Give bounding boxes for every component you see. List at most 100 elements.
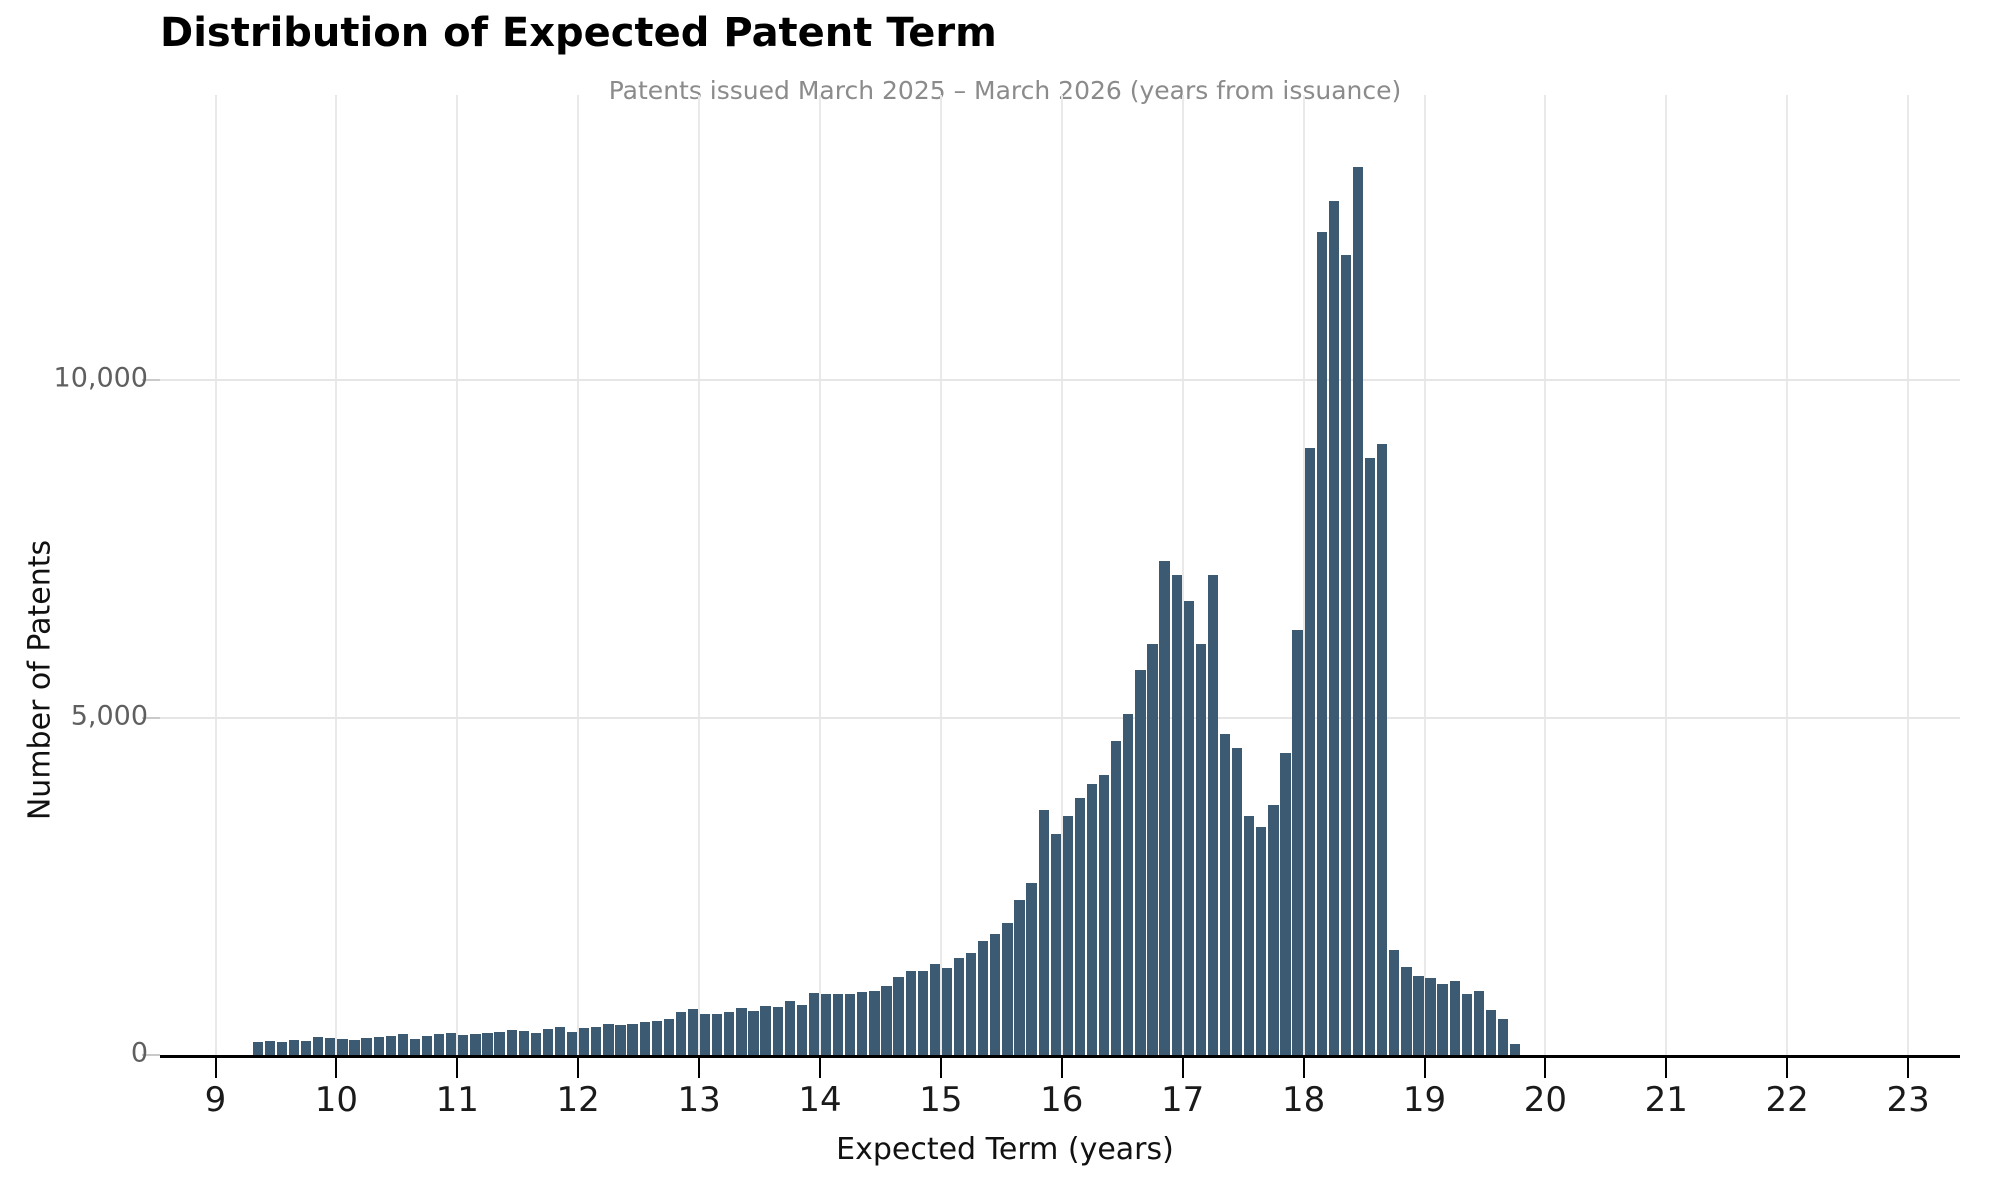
histogram-bar: [869, 990, 880, 1055]
histogram-bar: [748, 1010, 759, 1055]
histogram-bar: [1002, 923, 1013, 1055]
histogram-bar: [1062, 816, 1073, 1055]
x-tick-label: 21: [1644, 1080, 1688, 1120]
histogram-bar: [1171, 575, 1182, 1055]
histogram-bar: [349, 1039, 360, 1055]
gridline-vertical: [819, 95, 821, 1055]
chart-title: Distribution of Expected Patent Term: [160, 10, 997, 56]
gridline-vertical: [939, 95, 942, 1055]
histogram-bar: [1280, 753, 1291, 1055]
x-tick-label: 13: [677, 1080, 721, 1120]
histogram-bar: [470, 1034, 481, 1055]
histogram-bar: [506, 1030, 517, 1055]
gridline-horizontal: [160, 379, 1960, 381]
histogram-bar: [421, 1036, 433, 1055]
histogram-bar: [1328, 201, 1339, 1055]
histogram-bar: [953, 957, 965, 1055]
histogram-bar: [530, 1032, 542, 1055]
histogram-bar: [893, 976, 904, 1055]
x-tick-label: 22: [1765, 1080, 1809, 1120]
x-tick-mark: [819, 1058, 821, 1078]
histogram-bar: [397, 1034, 409, 1055]
gridline-vertical: [1302, 95, 1305, 1055]
histogram-bar: [446, 1033, 457, 1055]
histogram-bar: [1183, 601, 1194, 1055]
x-tick-label: 10: [314, 1080, 359, 1120]
histogram-bar: [325, 1038, 336, 1055]
histogram-bar: [1159, 560, 1170, 1055]
histogram-bar: [1449, 980, 1460, 1055]
x-tick-label: 15: [919, 1080, 963, 1120]
histogram-bar: [857, 991, 868, 1055]
histogram-bar: [724, 1011, 735, 1055]
y-tick-label: 0: [130, 1037, 148, 1069]
histogram-bar: [385, 1036, 396, 1055]
histogram-bar: [1098, 775, 1110, 1055]
x-tick-mark: [1060, 1058, 1063, 1078]
histogram-bar: [1147, 643, 1158, 1055]
histogram-bar: [591, 1026, 602, 1055]
histogram-bar: [1389, 950, 1400, 1055]
histogram-bar: [482, 1032, 493, 1055]
histogram-bar: [1364, 457, 1376, 1055]
histogram-bar: [651, 1021, 662, 1055]
x-tick-label: 11: [435, 1080, 479, 1120]
histogram-bar: [1497, 1019, 1509, 1055]
gridline-vertical: [1665, 95, 1668, 1055]
histogram-bar: [1437, 984, 1448, 1055]
histogram-bar: [603, 1024, 614, 1055]
gridline-vertical: [1060, 95, 1063, 1055]
histogram-bar: [409, 1038, 421, 1055]
histogram-bar: [917, 970, 928, 1055]
histogram-bar: [542, 1029, 554, 1055]
y-tick-label: 10,000: [53, 362, 148, 394]
x-tick-label: 16: [1040, 1080, 1084, 1120]
x-tick-mark: [1665, 1058, 1668, 1078]
histogram-bar: [941, 968, 953, 1055]
gridline-vertical: [1423, 95, 1426, 1055]
gridline-vertical: [335, 95, 338, 1055]
histogram-bar: [1425, 977, 1436, 1055]
histogram-bar: [881, 986, 892, 1055]
histogram-bar: [615, 1025, 626, 1055]
gridline-vertical: [577, 95, 580, 1055]
histogram-bar: [518, 1030, 529, 1055]
histogram-bar: [579, 1028, 590, 1055]
y-axis-title: Number of Patents: [22, 539, 58, 821]
histogram-bar: [1256, 826, 1267, 1055]
gridline-vertical: [214, 95, 217, 1055]
gridline-vertical: [456, 95, 459, 1055]
histogram-bar: [1135, 670, 1146, 1055]
histogram-bar: [784, 1001, 795, 1055]
y-tick-label: 5,000: [70, 700, 148, 731]
x-tick-mark: [1907, 1058, 1910, 1078]
histogram-bar: [820, 993, 832, 1055]
histogram-bar: [276, 1041, 288, 1055]
gridline-vertical: [698, 95, 701, 1055]
histogram-bar: [1038, 809, 1049, 1055]
histogram-bar: [1485, 1009, 1497, 1055]
histogram-bar: [1219, 733, 1231, 1055]
histogram-bar: [1340, 255, 1352, 1055]
x-tick-mark: [698, 1058, 701, 1078]
histogram-bar: [252, 1042, 263, 1055]
histogram-bar: [1316, 231, 1327, 1055]
histogram-bar: [554, 1026, 566, 1055]
x-tick-label: 23: [1886, 1080, 1930, 1120]
histogram-bar: [845, 994, 856, 1055]
x-tick-mark: [214, 1058, 217, 1078]
histogram-bar: [1207, 574, 1219, 1055]
x-tick-label: 17: [1161, 1080, 1205, 1120]
gridline-horizontal: [160, 716, 1960, 719]
histogram-bar: [1050, 833, 1061, 1055]
gridline-vertical: [1907, 95, 1910, 1055]
histogram-bar: [1510, 1044, 1521, 1055]
histogram-bar: [1123, 714, 1134, 1055]
histogram-bar: [965, 952, 977, 1055]
histogram-bar: [808, 993, 820, 1055]
x-tick-label: 18: [1281, 1080, 1326, 1120]
histogram-bar: [288, 1039, 300, 1055]
histogram-bar: [990, 933, 1001, 1055]
histogram-bar: [905, 970, 916, 1055]
